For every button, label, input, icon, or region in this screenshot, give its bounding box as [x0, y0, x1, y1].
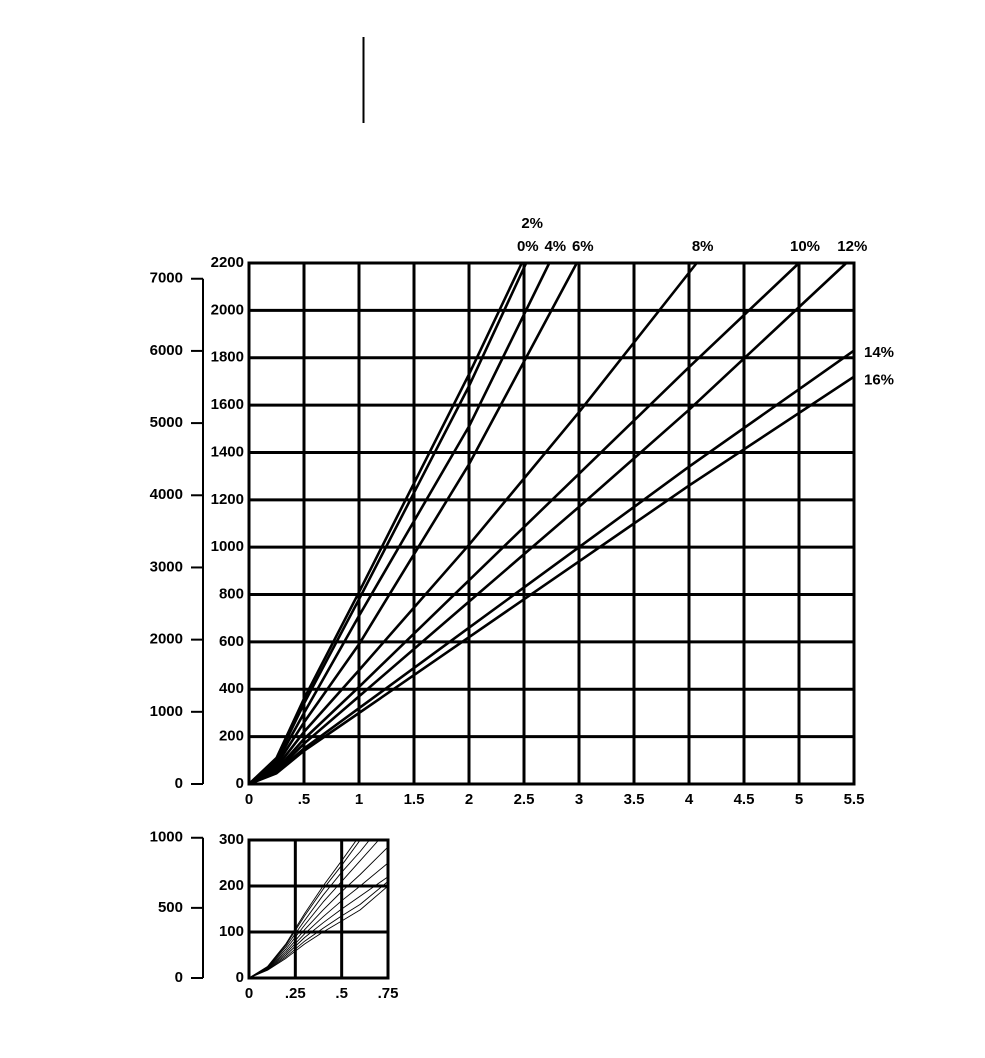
series-label: 6%	[572, 238, 594, 255]
y2-tick-label: 1000	[150, 829, 183, 846]
y2-tick-label: 4000	[150, 486, 183, 503]
y-tick-label: 200	[219, 877, 244, 894]
x-tick-label: 4.5	[734, 791, 755, 808]
y-tick-label: 100	[219, 923, 244, 940]
series-line	[249, 262, 848, 784]
series-label: 0%	[517, 238, 539, 255]
y-tick-label: 2200	[211, 254, 244, 271]
y-tick-label: 1000	[211, 538, 244, 555]
series-line	[249, 862, 389, 978]
y-tick-label: 1800	[211, 349, 244, 366]
x-tick-label: 3.5	[624, 791, 645, 808]
y-tick-label: 0	[236, 775, 244, 792]
x-tick-label: 5.5	[844, 791, 865, 808]
y-tick-label: 1400	[211, 443, 244, 460]
y2-tick-label: 1000	[150, 703, 183, 720]
series-line	[249, 262, 698, 784]
series-label: 14%	[864, 344, 894, 361]
y-tick-label: 0	[236, 969, 244, 986]
series-line	[249, 375, 855, 784]
y-tick-label: 1600	[211, 396, 244, 413]
series-line	[249, 262, 523, 784]
series-line	[249, 881, 389, 978]
x-tick-label: .75	[378, 985, 399, 1002]
y2-tick-label: 2000	[150, 631, 183, 648]
series-label: 4%	[544, 238, 566, 255]
y2-tick-label: 500	[158, 899, 183, 916]
series-line	[249, 846, 389, 978]
x-tick-label: 4	[685, 791, 694, 808]
x-tick-label: 1.5	[404, 791, 425, 808]
x-tick-label: .5	[335, 985, 348, 1002]
series-label: 10%	[790, 238, 820, 255]
series-line	[249, 839, 361, 978]
y-tick-label: 800	[219, 586, 244, 603]
series-line	[249, 885, 389, 978]
y-tick-label: 600	[219, 633, 244, 650]
y-tick-label: 400	[219, 680, 244, 697]
y2-tick-label: 5000	[150, 414, 183, 431]
series-line	[249, 349, 855, 784]
x-tick-label: 1	[355, 791, 363, 808]
y2-tick-label: 0	[175, 775, 183, 792]
y-tick-label: 2000	[211, 301, 244, 318]
x-tick-label: .5	[298, 791, 311, 808]
x-tick-label: 2	[465, 791, 473, 808]
x-tick-label: 0	[245, 791, 253, 808]
y-tick-label: 200	[219, 728, 244, 745]
series-label: 12%	[837, 238, 867, 255]
series-line	[249, 839, 380, 978]
series-label: 8%	[692, 238, 714, 255]
plot-frame	[247, 838, 390, 980]
y2-tick-label: 0	[175, 969, 183, 986]
plot-frame	[247, 261, 856, 786]
y2-tick-label: 3000	[150, 558, 183, 575]
series-line	[249, 876, 389, 978]
y-tick-label: 300	[219, 831, 244, 848]
x-tick-label: 3	[575, 791, 583, 808]
x-tick-label: .25	[285, 985, 306, 1002]
series-label: 2%	[521, 215, 543, 232]
x-tick-label: 5	[795, 791, 803, 808]
series-label: 16%	[864, 372, 894, 389]
y2-tick-label: 6000	[150, 342, 183, 359]
x-tick-label: 0	[245, 985, 253, 1002]
x-tick-label: 2.5	[514, 791, 535, 808]
y2-tick-label: 7000	[150, 270, 183, 287]
series-line	[249, 262, 578, 784]
series-line	[249, 839, 370, 978]
y-tick-label: 1200	[211, 491, 244, 508]
